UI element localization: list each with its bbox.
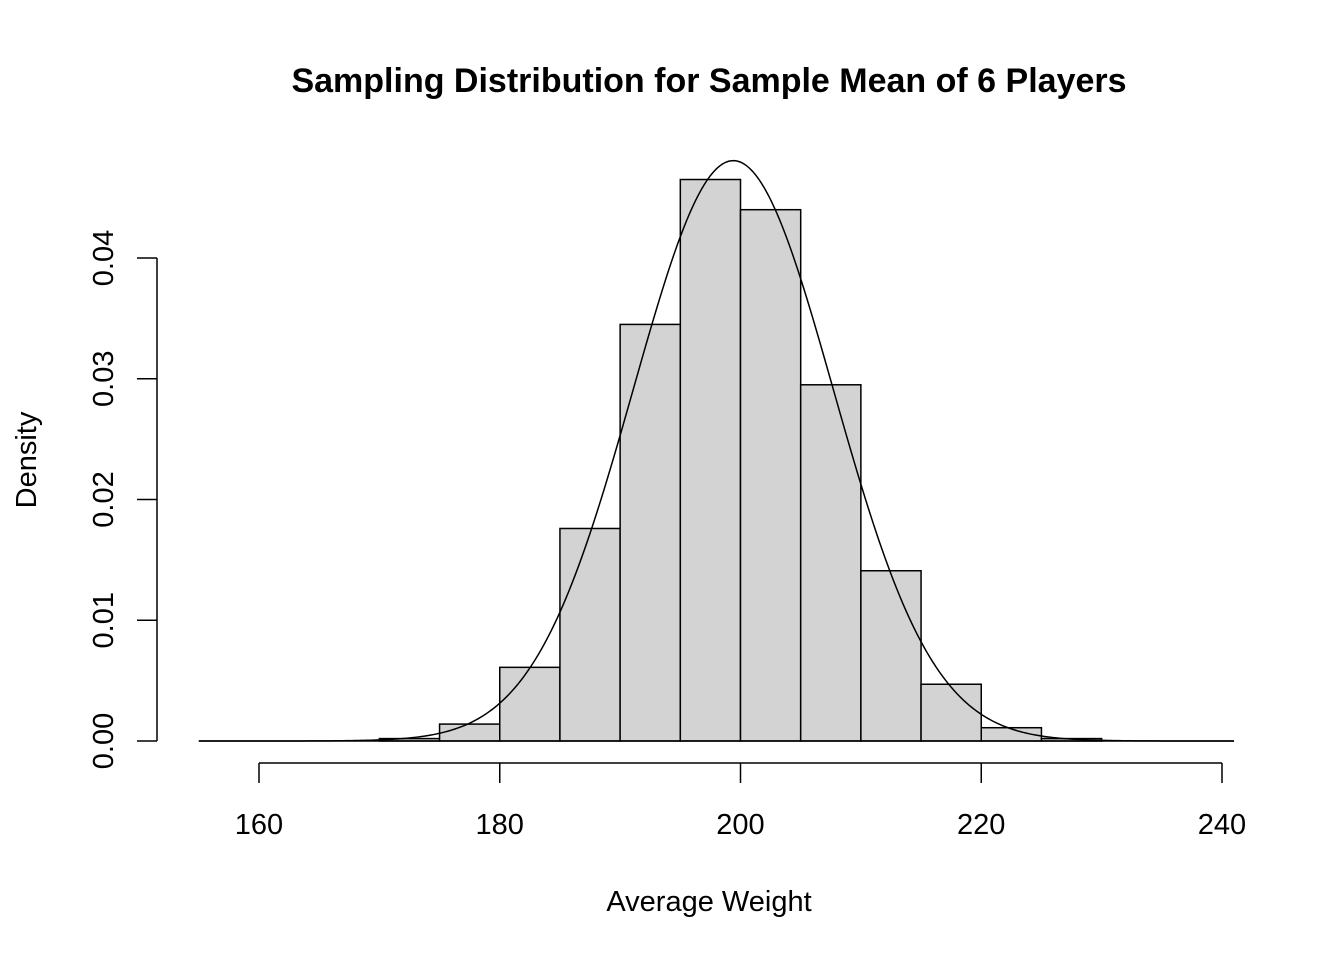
x-tick-label: 200 <box>716 809 764 841</box>
histogram-bar <box>860 569 922 742</box>
y-tick-label: 0.02 <box>88 471 120 527</box>
histogram-bar <box>920 683 982 742</box>
y-tick-label: 0.01 <box>88 592 120 648</box>
y-axis: 0.00 0.01 0.02 0.03 0.04 <box>88 230 158 769</box>
x-tick-label: 220 <box>957 809 1005 841</box>
histogram-bar <box>559 527 621 742</box>
x-tick-label: 240 <box>1198 809 1246 841</box>
normal-density-curve <box>198 159 1235 742</box>
histogram-bar <box>619 323 682 742</box>
y-tick-label: 0.00 <box>88 713 120 769</box>
histogram-bar <box>799 384 862 742</box>
x-tick-label: 180 <box>476 809 524 841</box>
histogram-bars <box>378 178 1103 742</box>
histogram-bar <box>499 666 561 742</box>
x-tick-label: 160 <box>235 809 283 841</box>
histogram-bar <box>438 723 501 742</box>
x-axis-label: Average Weight <box>606 886 811 918</box>
histogram-bar <box>739 208 802 742</box>
y-axis-label: Density <box>11 411 43 508</box>
histogram-bar <box>679 178 742 742</box>
x-axis: 160 180 200 220 240 <box>235 762 1246 841</box>
chart-title: Sampling Distribution for Sample Mean of… <box>291 62 1126 100</box>
y-tick-label: 0.03 <box>88 351 120 407</box>
y-tick-label: 0.04 <box>88 230 120 286</box>
